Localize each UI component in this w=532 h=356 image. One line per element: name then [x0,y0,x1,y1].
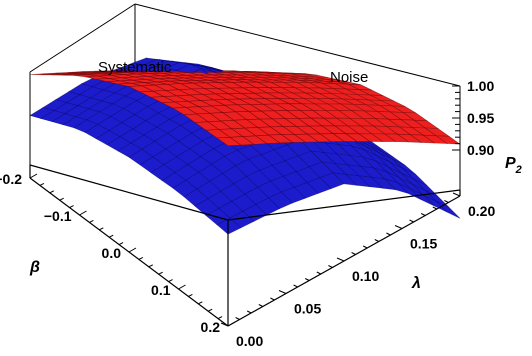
lambda-tick-mark [278,290,287,294]
lambda-minor-tick [409,219,414,223]
lambda-minor-tick [420,213,426,216]
lambda-tick-label: 0.00 [236,333,263,349]
beta-minor-tick [59,197,64,201]
beta-tick-label: 0.1 [151,282,171,298]
lambda-minor-tick [293,284,298,288]
beta-minor-tick [69,205,74,209]
beta-tick-label: −0.2 [0,171,22,187]
surface-noise-face [435,200,461,219]
lambda-minor-tick [374,239,380,242]
box-back-edges [29,3,461,190]
axis-ticks: −0.2 −0.1 0.0 0.1 0.2 0.00 0.05 0.10 0.15 0.20 1.0… [0,78,495,349]
beta-minor-tick [207,308,213,312]
lambda-minor-tick [386,232,391,236]
back-edge-2 [134,3,461,87]
lambda-minor-tick [270,297,275,301]
p2-tick-label: 0.95 [467,110,494,126]
beta-minor-tick [158,271,163,275]
surface-noise-face [216,217,242,235]
lambda-minor-tick [328,265,333,268]
lambda-minor-tick [258,304,264,307]
lambda-tick-label: 0.15 [410,236,437,252]
beta-tick-label: 0.0 [102,245,122,261]
back-edge-1 [29,3,136,73]
beta-minor-tick [118,242,124,246]
beta-minor-tick [148,264,154,268]
beta-minor-tick [49,190,55,194]
lambda-tick-mark [336,257,345,262]
axis-label-p2-sub: 2 [515,164,522,176]
lambda-minor-tick [362,245,368,249]
beta-tick-mark [29,173,38,179]
p2-tick-label: 0.90 [467,142,494,158]
axis-label-p2-main: P [505,155,516,172]
front-edge-1 [29,164,229,221]
lambda-tick-mark [394,225,403,229]
beta-minor-tick [198,301,203,305]
beta-tick-label: −0.1 [44,208,72,224]
beta-tick-label: 0.2 [201,319,221,335]
axis-label-p2: P2 [505,155,522,176]
axis-label-lambda: λ [411,275,421,292]
lambda-minor-tick [235,317,240,320]
beta-minor-tick [39,182,45,186]
annotation-systematic: Systematic [98,59,172,76]
lambda-tick-mark [220,322,229,327]
lambda-tick-label: 0.10 [352,268,379,284]
lambda-minor-tick [351,252,356,255]
lambda-minor-tick [316,271,322,275]
beta-tick-mark [178,284,186,290]
p2-tick-label: 1.00 [467,78,494,94]
beta-minor-tick [217,316,223,320]
beta-minor-tick [108,234,114,238]
beta-minor-tick [89,219,94,223]
beta-tick-mark [79,210,87,216]
lambda-minor-tick [444,200,449,203]
lambda-minor-tick [432,206,438,210]
surfaces [29,57,462,235]
lambda-tick-label: 0.05 [294,301,321,317]
beta-minor-tick [138,256,144,260]
beta-tick-mark [227,321,236,327]
lambda-minor-tick [304,278,310,281]
lambda-minor-tick [246,310,252,314]
beta-minor-tick [188,293,193,297]
beta-minor-tick [168,279,173,283]
beta-minor-tick [99,227,104,231]
lambda-tick-label: 0.20 [468,203,495,219]
front-edge-2 [227,189,461,221]
axis-label-beta: β [29,259,40,276]
beta-tick-mark [128,247,137,253]
lambda-tick-mark [452,192,461,197]
surface-systematic-face [216,136,242,147]
annotation-noise: Noise [330,69,368,86]
